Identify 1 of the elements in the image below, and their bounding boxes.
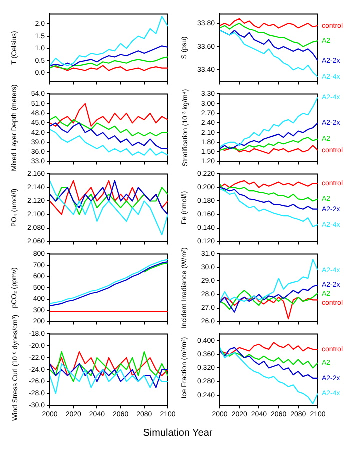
x-axis-title: Simulation Year xyxy=(142,428,214,439)
